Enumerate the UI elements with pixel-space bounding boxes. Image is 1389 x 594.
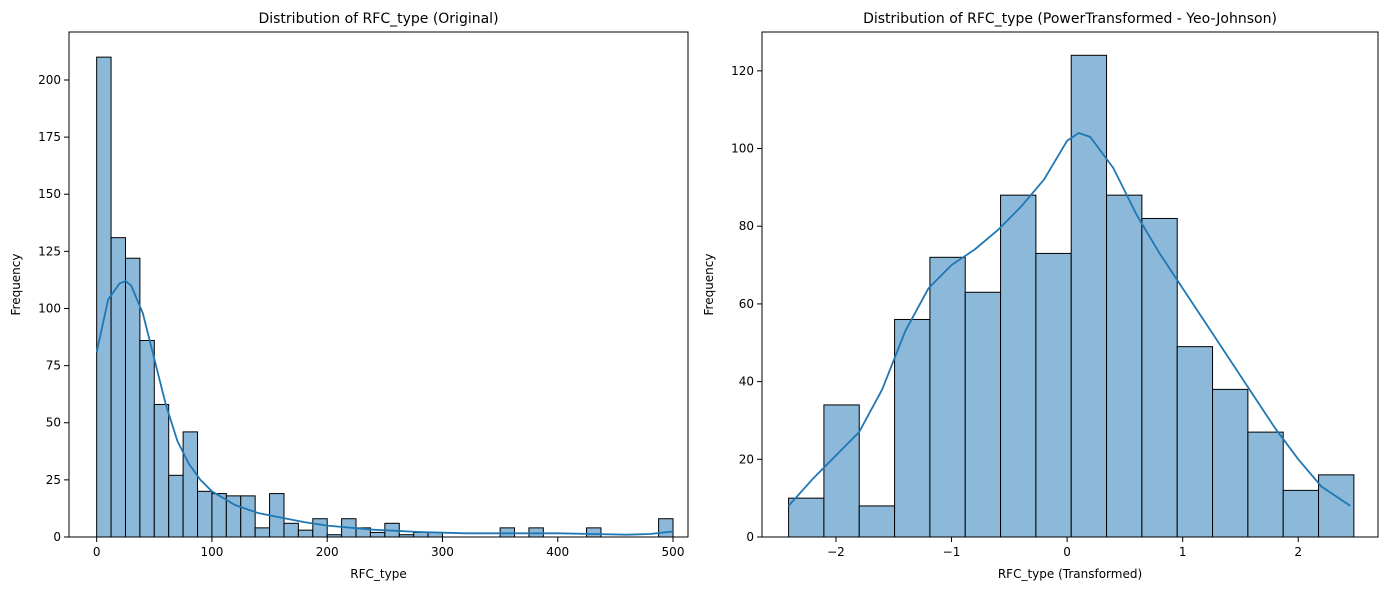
y-tick-label: 100 [38, 301, 61, 315]
histogram-bar [1247, 431, 1284, 538]
histogram-bar [894, 318, 931, 538]
x-axis-label: RFC_type (Transformed) [998, 567, 1142, 581]
x-tick-label: 100 [200, 545, 223, 559]
plot-frame [68, 31, 689, 538]
x-tick-label: 400 [546, 545, 569, 559]
histogram-bar [1070, 54, 1108, 538]
histogram-bar [1141, 217, 1178, 538]
histogram-bar [283, 522, 299, 538]
y-tick-label: 75 [46, 359, 61, 373]
y-tick-label: 25 [46, 473, 61, 487]
y-axis-label: Frequency [9, 254, 23, 316]
y-tick-label: 0 [53, 530, 61, 544]
histogram-bar [254, 527, 271, 538]
y-tick-label: 0 [746, 530, 754, 544]
x-tick-label: 2 [1294, 545, 1302, 559]
x-tick-label: 0 [93, 545, 101, 559]
chart-original: 0 100 200 300 400 500 0 25 50 75 100 125 150 175 200 Di… [9, 11, 689, 581]
histogram-bar [1035, 252, 1072, 538]
histogram-bar [211, 493, 227, 538]
histogram-bar [369, 531, 386, 538]
y-tick-label: 200 [38, 73, 61, 87]
histogram-bar [1000, 194, 1037, 538]
histogram-bar [139, 339, 155, 538]
y-tick-label: 60 [739, 297, 754, 311]
histogram-bar [1282, 489, 1320, 538]
histogram-bar [413, 531, 429, 538]
histogram-bar [153, 403, 170, 538]
x-tick-label: 1 [1179, 545, 1187, 559]
y-tick-label: 40 [739, 375, 754, 389]
histogram-bar [312, 518, 328, 538]
x-tick-label: −1 [943, 545, 961, 559]
histogram-bar [297, 529, 314, 538]
y-tick-label: 80 [739, 219, 754, 233]
histogram-bar [240, 495, 256, 538]
kde-line [95, 280, 674, 536]
histogram-bar [788, 497, 825, 538]
histogram-bar [182, 431, 199, 538]
y-tick-label: 175 [38, 130, 61, 144]
histogram-bars [96, 56, 674, 538]
y-tick-label: 20 [739, 452, 754, 466]
y-axis-label: Frequency [702, 254, 716, 316]
chart-title: Distribution of RFC_type (Original) [258, 11, 498, 27]
kde-line [787, 132, 1351, 507]
histogram-bar [1106, 194, 1143, 538]
histogram-bar [168, 474, 184, 538]
x-axis-label: RFC_type [350, 567, 406, 581]
x-tick-label: 500 [662, 545, 685, 559]
histogram-bar [964, 291, 1002, 538]
histogram-bar [1212, 388, 1249, 538]
y-tick-label: 150 [38, 187, 61, 201]
histogram-bar [858, 505, 896, 538]
y-tick-label: 50 [46, 416, 61, 430]
histogram-bar [586, 527, 602, 538]
histogram-bar [197, 490, 213, 538]
histogram-bar [1318, 474, 1355, 538]
y-tick-label: 100 [731, 142, 754, 156]
x-tick-label: 200 [316, 545, 339, 559]
x-tick-label: 0 [1063, 545, 1071, 559]
y-tick-label: 125 [38, 244, 61, 258]
histogram-bar [1176, 346, 1214, 538]
plot-frame [761, 31, 1379, 538]
x-tick-label: −2 [827, 545, 845, 559]
y-tick-label: 120 [731, 64, 754, 78]
histogram-bar [929, 256, 966, 538]
histogram-bars [788, 54, 1355, 538]
x-tick-label: 300 [431, 545, 454, 559]
histogram-bar [658, 518, 674, 538]
histogram-bar [823, 404, 860, 538]
chart-title: Distribution of RFC_type (PowerTransform… [863, 11, 1277, 27]
